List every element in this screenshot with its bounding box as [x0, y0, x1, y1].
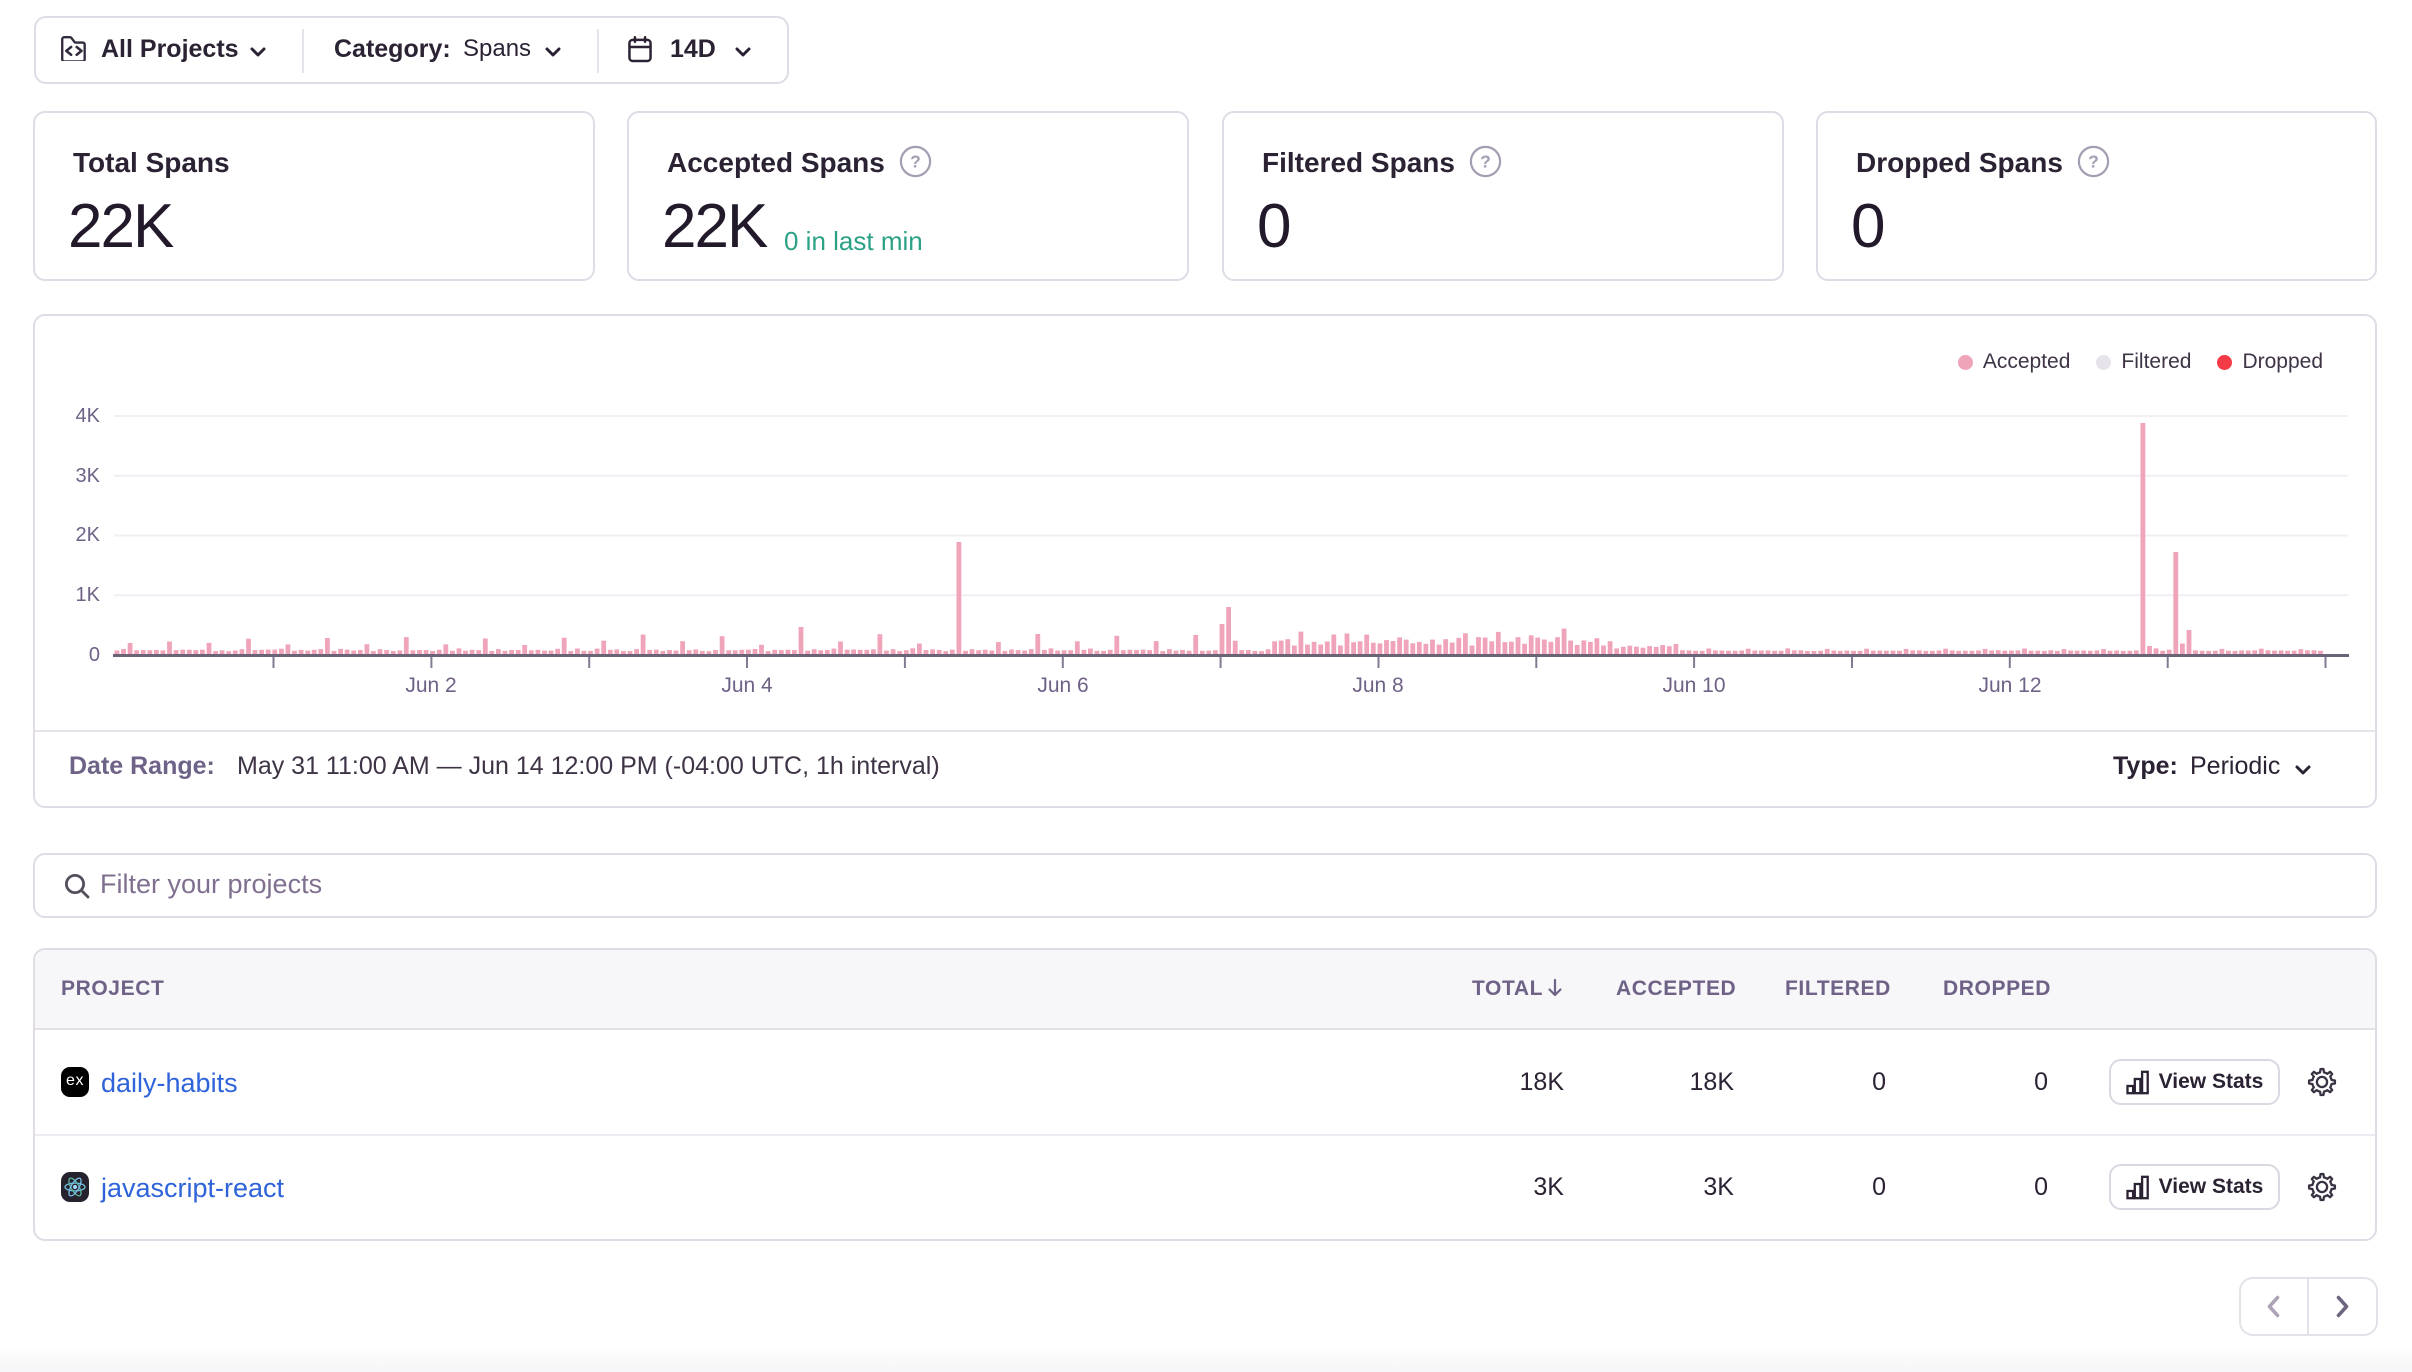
svg-text:?: ? [910, 152, 921, 172]
svg-text:?: ? [1480, 152, 1491, 172]
svg-text:?: ? [2088, 152, 2099, 172]
